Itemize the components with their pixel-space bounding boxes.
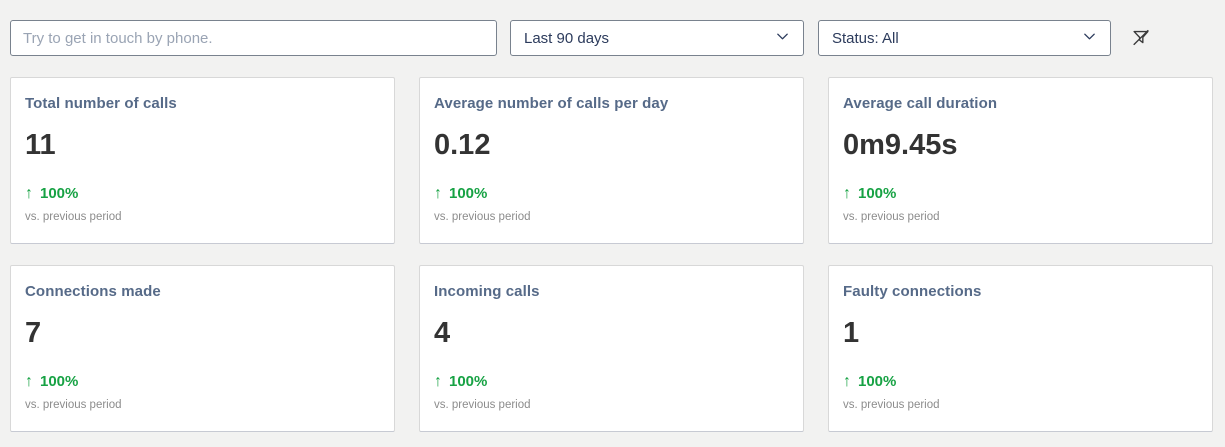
stat-card-faulty-connections: Faulty connections 1 ↑ 100% vs. previous… (828, 265, 1213, 432)
stat-card-change: 100% (449, 373, 488, 390)
stat-card-change: 100% (858, 185, 897, 202)
stat-card-comparison: vs. previous period (25, 399, 122, 411)
stat-card-trend: ↑ 100% (434, 373, 789, 391)
stat-card-change: 100% (40, 185, 79, 202)
stat-card-trend: ↑ 100% (843, 185, 1198, 203)
stat-card-change: 100% (858, 373, 897, 390)
stat-card-value: 7 (25, 317, 42, 349)
stat-card-trend: ↑ 100% (843, 373, 1198, 391)
trend-up-arrow-icon: ↑ (434, 373, 442, 390)
stat-card-title: Faulty connections (843, 283, 982, 300)
trend-up-arrow-icon: ↑ (25, 185, 33, 202)
stat-card-avg-call-duration: Average call duration 0m9.45s ↑ 100% vs.… (828, 77, 1213, 244)
trend-up-arrow-icon: ↑ (843, 373, 851, 390)
stat-card-change: 100% (449, 185, 488, 202)
status-value: Status: All (832, 29, 899, 47)
stat-card-trend: ↑ 100% (25, 185, 380, 203)
stat-card-trend: ↑ 100% (434, 185, 789, 203)
stat-card-comparison: vs. previous period (25, 211, 122, 223)
stat-card-title: Total number of calls (25, 95, 177, 112)
stat-card-value: 4 (434, 317, 451, 349)
date-range-value: Last 90 days (524, 29, 610, 47)
filter-off-icon (1130, 27, 1152, 52)
clear-filters-button[interactable] (1126, 24, 1156, 54)
stat-card-comparison: vs. previous period (843, 211, 940, 223)
chevron-down-icon (1074, 29, 1097, 48)
stat-card-title: Average number of calls per day (434, 95, 669, 112)
stat-card-change: 100% (40, 373, 79, 390)
search-input[interactable] (10, 20, 497, 56)
stat-card-title: Incoming calls (434, 283, 540, 300)
trend-up-arrow-icon: ↑ (843, 185, 851, 202)
stat-card-trend: ↑ 100% (25, 373, 380, 391)
trend-up-arrow-icon: ↑ (25, 373, 33, 390)
stat-card-total-calls: Total number of calls 11 ↑ 100% vs. prev… (10, 77, 395, 244)
stat-card-comparison: vs. previous period (843, 399, 940, 411)
stat-card-avg-calls-per-day: Average number of calls per day 0.12 ↑ 1… (419, 77, 804, 244)
status-select[interactable]: Status: All (818, 20, 1111, 56)
stat-card-connections-made: Connections made 7 ↑ 100% vs. previous p… (10, 265, 395, 432)
stats-grid: Total number of calls 11 ↑ 100% vs. prev… (10, 77, 1213, 432)
stat-card-title: Average call duration (843, 95, 998, 112)
stat-card-value: 0.12 (434, 129, 491, 161)
stat-card-comparison: vs. previous period (434, 399, 531, 411)
stat-card-incoming-calls: Incoming calls 4 ↑ 100% vs. previous per… (419, 265, 804, 432)
chevron-down-icon (767, 29, 790, 48)
stat-card-comparison: vs. previous period (434, 211, 531, 223)
trend-up-arrow-icon: ↑ (434, 185, 442, 202)
date-range-select[interactable]: Last 90 days (510, 20, 804, 56)
stat-card-value: 1 (843, 317, 860, 349)
stat-card-title: Connections made (25, 283, 161, 300)
stat-card-value: 0m9.45s (843, 129, 958, 161)
stat-card-value: 11 (25, 129, 56, 161)
